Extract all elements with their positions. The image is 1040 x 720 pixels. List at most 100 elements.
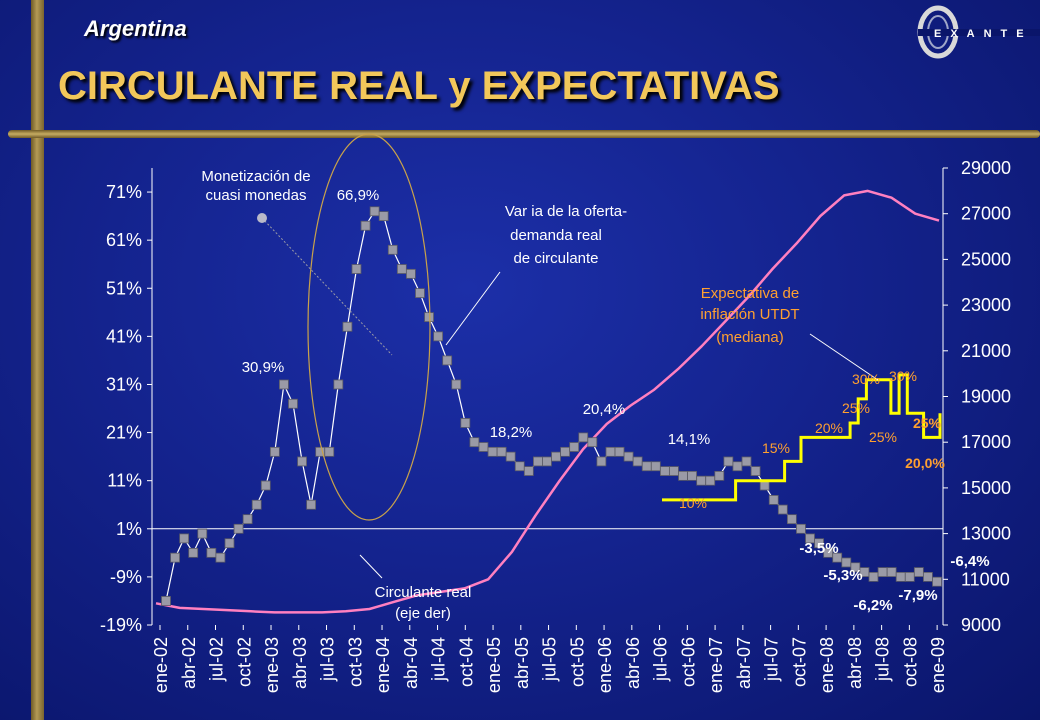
series-marker-pct [197,528,208,539]
series-marker-pct [170,552,180,563]
series-marker-pct [786,514,797,525]
series-marker-pct [650,461,661,472]
annot-monet-1: Monetización de [201,168,310,185]
y-right-tick-label: 13000 [961,524,1011,544]
series-marker-pct [324,446,335,457]
series-marker-pct [460,418,471,428]
x-tick-label: oct-02 [234,637,254,687]
annot-exp-25a: 25% [842,400,870,416]
x-tick-label: abr-06 [623,637,643,689]
x-tick-label: ene-05 [484,637,504,693]
var-pointer-line [445,271,501,346]
x-tick-label: ene-02 [151,637,171,693]
chart-axes: 71% 61% 51% 41% 31% 21% 11% 1% -9% -19% 29000 27000… [100,158,1011,693]
series-marker-pct [932,576,942,587]
series-marker-pct [768,495,779,505]
y-left-tick-label: 21% [106,423,142,443]
annot-exp-30b: 30% [889,368,917,384]
circ-pointer-line [359,554,383,579]
series-marker-pct [387,244,398,255]
y-right-tick-label: 25000 [961,249,1011,269]
series-marker-pct [514,461,525,472]
series-marker-pct [442,355,453,366]
series-marker-pct [351,264,362,274]
series-marker-pct [560,446,571,457]
x-tick-label: abr-05 [512,637,532,689]
series-marker-pct [587,437,598,448]
series-marker-pct [242,514,253,525]
y-left-tick-label: 1% [116,519,142,539]
y-left-tick-label: 51% [106,278,142,298]
series-marker-pct [496,446,507,457]
x-tick-label: jul-05 [540,637,560,682]
series-marker-pct [886,567,897,577]
series-marker-pct [678,470,688,481]
series-marker-pct [542,456,552,467]
series-marker-pct [469,437,480,448]
annot-neg-4: -7,9% [898,587,937,604]
x-tick-label: jul-07 [762,637,782,682]
x-tick-label: abr-08 [845,637,865,689]
series-marker-pct [415,288,425,298]
x-tick-label: oct-08 [900,637,920,687]
series-marker-pct [532,456,543,467]
series-marker-pct [696,475,707,486]
series-marker-pct [523,466,534,476]
y-right-tick-label: 17000 [961,432,1011,452]
y-left-tick-label: 11% [107,471,142,491]
y-right-tick-label: 29000 [961,158,1011,178]
series-marker-pct [578,432,589,443]
y-left-tick-label: -19% [100,615,142,635]
annot-circ-2: (eje der) [395,605,451,622]
highlight-ellipse [307,133,431,521]
series-marker-pct [732,461,743,472]
annot-exp-15: 15% [762,440,790,456]
y-right-tick-label: 21000 [961,341,1011,361]
x-tick-label: ene-08 [817,637,837,693]
annot-var-2: demanda real [510,227,602,244]
y-left-tick-label: 61% [106,230,142,250]
y-left-tick-label: 41% [106,326,142,346]
y-left-tick-label: 71% [106,182,142,202]
series-marker-pct [796,523,806,534]
annot-circ-1: Circulante real [375,584,472,601]
series-marker-pct [741,456,752,467]
series-marker-pct [233,523,244,534]
series-marker-pct [269,446,280,457]
series-marker-pct [750,466,761,476]
annot-peak-2: 66,9% [337,187,380,204]
x-tick-label: jul-04 [429,637,449,682]
series-marker-pct [188,547,199,558]
series-marker-pct [279,379,289,390]
annot-mid-3: 14,1% [668,431,711,448]
x-tick-label: oct-05 [567,637,587,687]
x-tick-label: ene-04 [373,637,393,693]
annot-neg-1: -3,5% [799,540,838,557]
annot-mid-1: 18,2% [490,424,533,441]
x-tick-label: oct-07 [789,637,809,687]
page-title: CIRCULANTE REAL y EXPECTATIVAS [58,64,780,108]
annot-exp-25c: 25% [913,415,942,431]
series-marker-pct [913,567,924,577]
annot-neg-2: -5,3% [823,567,862,584]
series-circulante-real [155,189,940,614]
series-marker-pct [614,446,625,457]
left-decorative-bar [31,0,44,720]
exante-logo: EXANTE [917,5,1040,59]
annot-peak-1: 30,9% [242,359,285,376]
series-marker-pct [179,533,190,544]
series-marker-pct [923,571,933,582]
x-tick-label: jul-03 [318,637,338,682]
x-tick-label: abr-07 [734,637,754,689]
annot-mid-2: 20,4% [583,401,626,418]
series-marker-pct [369,206,380,217]
logo-band [918,29,1040,36]
x-tick-label: ene-07 [706,637,726,693]
series-marker-pct [904,571,915,582]
series-marker-pct [260,480,271,491]
x-tick-label: jul-06 [651,637,671,682]
x-tick-label: oct-06 [678,637,698,687]
series-marker-pct [378,211,389,222]
logo-text: EXANTE [934,28,1033,40]
